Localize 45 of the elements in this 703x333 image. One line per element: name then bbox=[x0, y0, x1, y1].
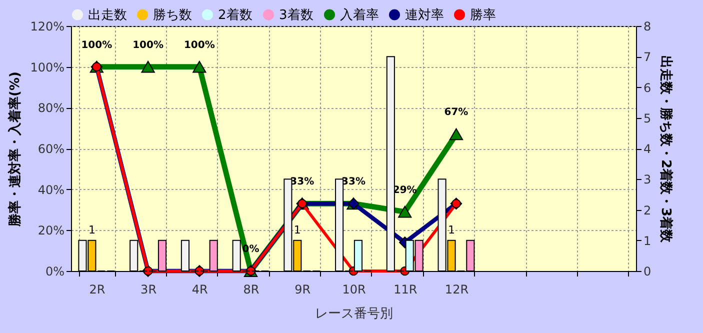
y2-tick-label: 6 bbox=[644, 80, 652, 95]
y2-tick-label: 1 bbox=[644, 234, 652, 248]
point bbox=[449, 128, 464, 140]
y2-tick-label: 3 bbox=[644, 172, 652, 187]
y2-tick-label: 2 bbox=[644, 203, 652, 218]
legend-label: 連対率 bbox=[405, 6, 444, 23]
y2-tick-label: 7 bbox=[644, 50, 652, 64]
x-tick-label: 9R bbox=[294, 282, 311, 296]
y2-tick-label: 8 bbox=[644, 20, 652, 34]
legend-label: 3着数 bbox=[279, 6, 314, 23]
x-tick-label: 11R bbox=[394, 282, 418, 296]
y2-tick-label: 4 bbox=[644, 142, 652, 156]
y-tick-label: 20% bbox=[38, 224, 64, 238]
y2-tick-label: 5 bbox=[644, 111, 652, 126]
data-label: 100% bbox=[132, 40, 164, 51]
x-tick-label: 3R bbox=[140, 282, 157, 296]
data-label: 67% bbox=[444, 107, 468, 118]
x-tick-label: 8R bbox=[243, 282, 260, 296]
x-axis-title: レース番号別 bbox=[315, 306, 393, 322]
data-label: 1 bbox=[88, 223, 96, 236]
x-tick-label: 4R bbox=[192, 282, 208, 296]
y-tick-label: 0% bbox=[45, 264, 64, 278]
y-tick-label: 40% bbox=[38, 182, 64, 197]
legend-label: 勝率 bbox=[470, 6, 496, 23]
y-tick-label: 60% bbox=[38, 142, 64, 156]
legend-label: 勝ち数 bbox=[153, 8, 192, 23]
point bbox=[141, 60, 155, 73]
x-tick-label: 10R bbox=[342, 282, 366, 296]
point bbox=[398, 206, 412, 218]
x-tick-label: 2R bbox=[89, 282, 106, 296]
data-label: 100% bbox=[81, 40, 112, 51]
point bbox=[192, 60, 206, 73]
x-tick-label: 12R bbox=[444, 282, 469, 296]
y-tick-label: 120% bbox=[30, 20, 64, 34]
y-tick-label: 100% bbox=[30, 60, 64, 74]
y2-tick-label: 0 bbox=[644, 264, 652, 278]
data-label: 1 bbox=[448, 223, 455, 236]
y-tick-label: 80% bbox=[38, 101, 64, 116]
legend-label: 入着率 bbox=[340, 6, 379, 23]
y-axis-title: 勝率・連対率・入着率(%) bbox=[7, 72, 24, 228]
legend-label: 2着数 bbox=[218, 6, 252, 23]
data-label: 100% bbox=[184, 40, 215, 51]
y2-axis-title: 出走数・勝ち数・2着数・3着数 bbox=[658, 55, 674, 244]
data-label: 1 bbox=[294, 223, 301, 236]
legend-label: 出走数 bbox=[88, 8, 127, 23]
